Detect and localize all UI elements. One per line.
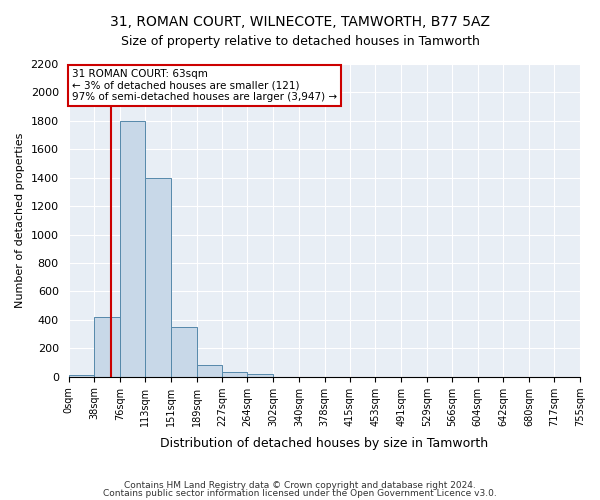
Bar [145,178,171,376]
Bar [197,366,223,376]
Text: 31 ROMAN COURT: 63sqm
← 3% of detached houses are smaller (121)
97% of semi-deta: 31 ROMAN COURT: 63sqm ← 3% of detached h… [72,68,337,102]
X-axis label: Distribution of detached houses by size in Tamworth: Distribution of detached houses by size … [160,437,488,450]
Y-axis label: Number of detached properties: Number of detached properties [15,132,25,308]
Text: Size of property relative to detached houses in Tamworth: Size of property relative to detached ho… [121,35,479,48]
Bar [68,374,94,376]
Text: Contains HM Land Registry data © Crown copyright and database right 2024.: Contains HM Land Registry data © Crown c… [124,481,476,490]
Bar [171,327,197,376]
Text: Contains public sector information licensed under the Open Government Licence v3: Contains public sector information licen… [103,488,497,498]
Bar [247,374,273,376]
Bar [120,121,145,376]
Text: 31, ROMAN COURT, WILNECOTE, TAMWORTH, B77 5AZ: 31, ROMAN COURT, WILNECOTE, TAMWORTH, B7… [110,15,490,29]
Bar [94,317,120,376]
Bar [223,372,247,376]
